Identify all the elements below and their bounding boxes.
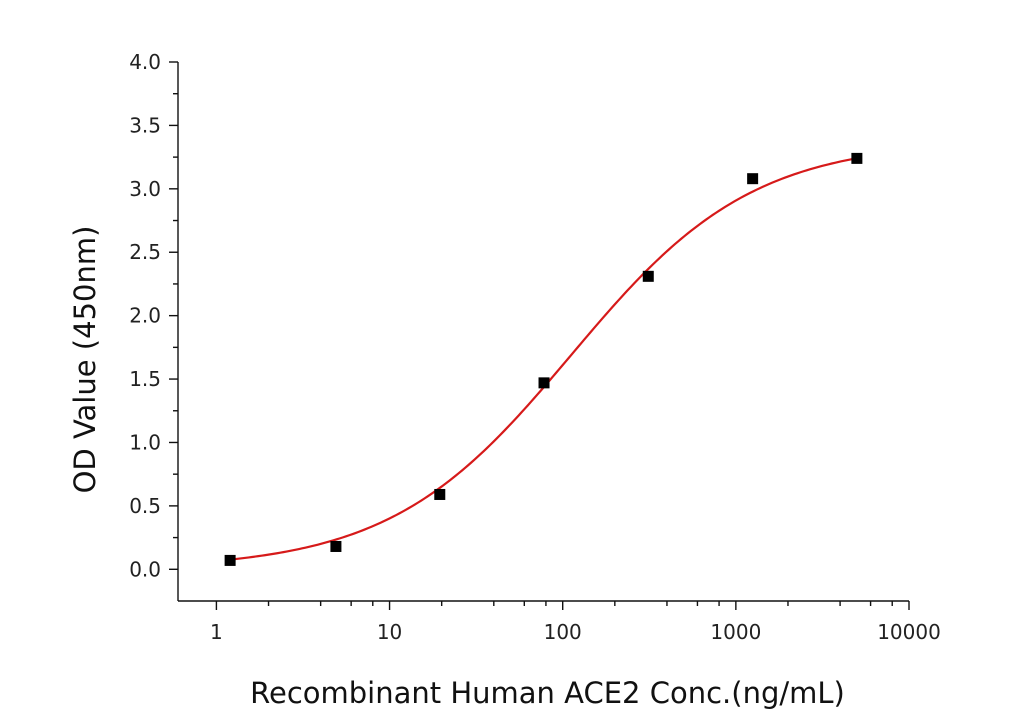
y-tick-label: 0.0: [129, 557, 161, 581]
data-point: [851, 152, 863, 164]
data-point: [330, 540, 342, 552]
x-tick-label: 10: [377, 620, 402, 644]
x-axis-title: Recombinant Human ACE2 Conc.(ng/mL): [250, 676, 845, 710]
x-tick-label: 1000: [710, 620, 761, 644]
y-tick-label: 3.0: [129, 177, 161, 201]
y-tick-label: 4.0: [129, 50, 161, 74]
y-tick-label: 2.5: [129, 240, 161, 264]
fit-curve: [230, 157, 858, 561]
y-tick-label: 1.5: [129, 367, 161, 391]
y-tick-label: 3.5: [129, 113, 161, 137]
y-axis-title: OD Value (450nm): [68, 226, 102, 494]
y-tick-label: 2.0: [129, 304, 161, 328]
data-point: [538, 377, 550, 389]
x-tick-label: 1: [210, 620, 223, 644]
axes: [177, 62, 909, 602]
data-point: [224, 554, 236, 566]
data-point: [434, 488, 446, 500]
x-tick-label: 10000: [877, 620, 941, 644]
data-point: [747, 173, 759, 185]
data-point: [642, 270, 654, 282]
ticks: 0.0 0.5 1.0 1.5 2.0 2.5 3.0 3.5 4.0 1 10 100 1000 100…: [129, 50, 941, 644]
y-tick-label: 1.0: [129, 430, 161, 454]
y-tick-label: 0.5: [129, 494, 161, 518]
series: [224, 152, 863, 566]
x-tick-label: 100: [544, 620, 582, 644]
